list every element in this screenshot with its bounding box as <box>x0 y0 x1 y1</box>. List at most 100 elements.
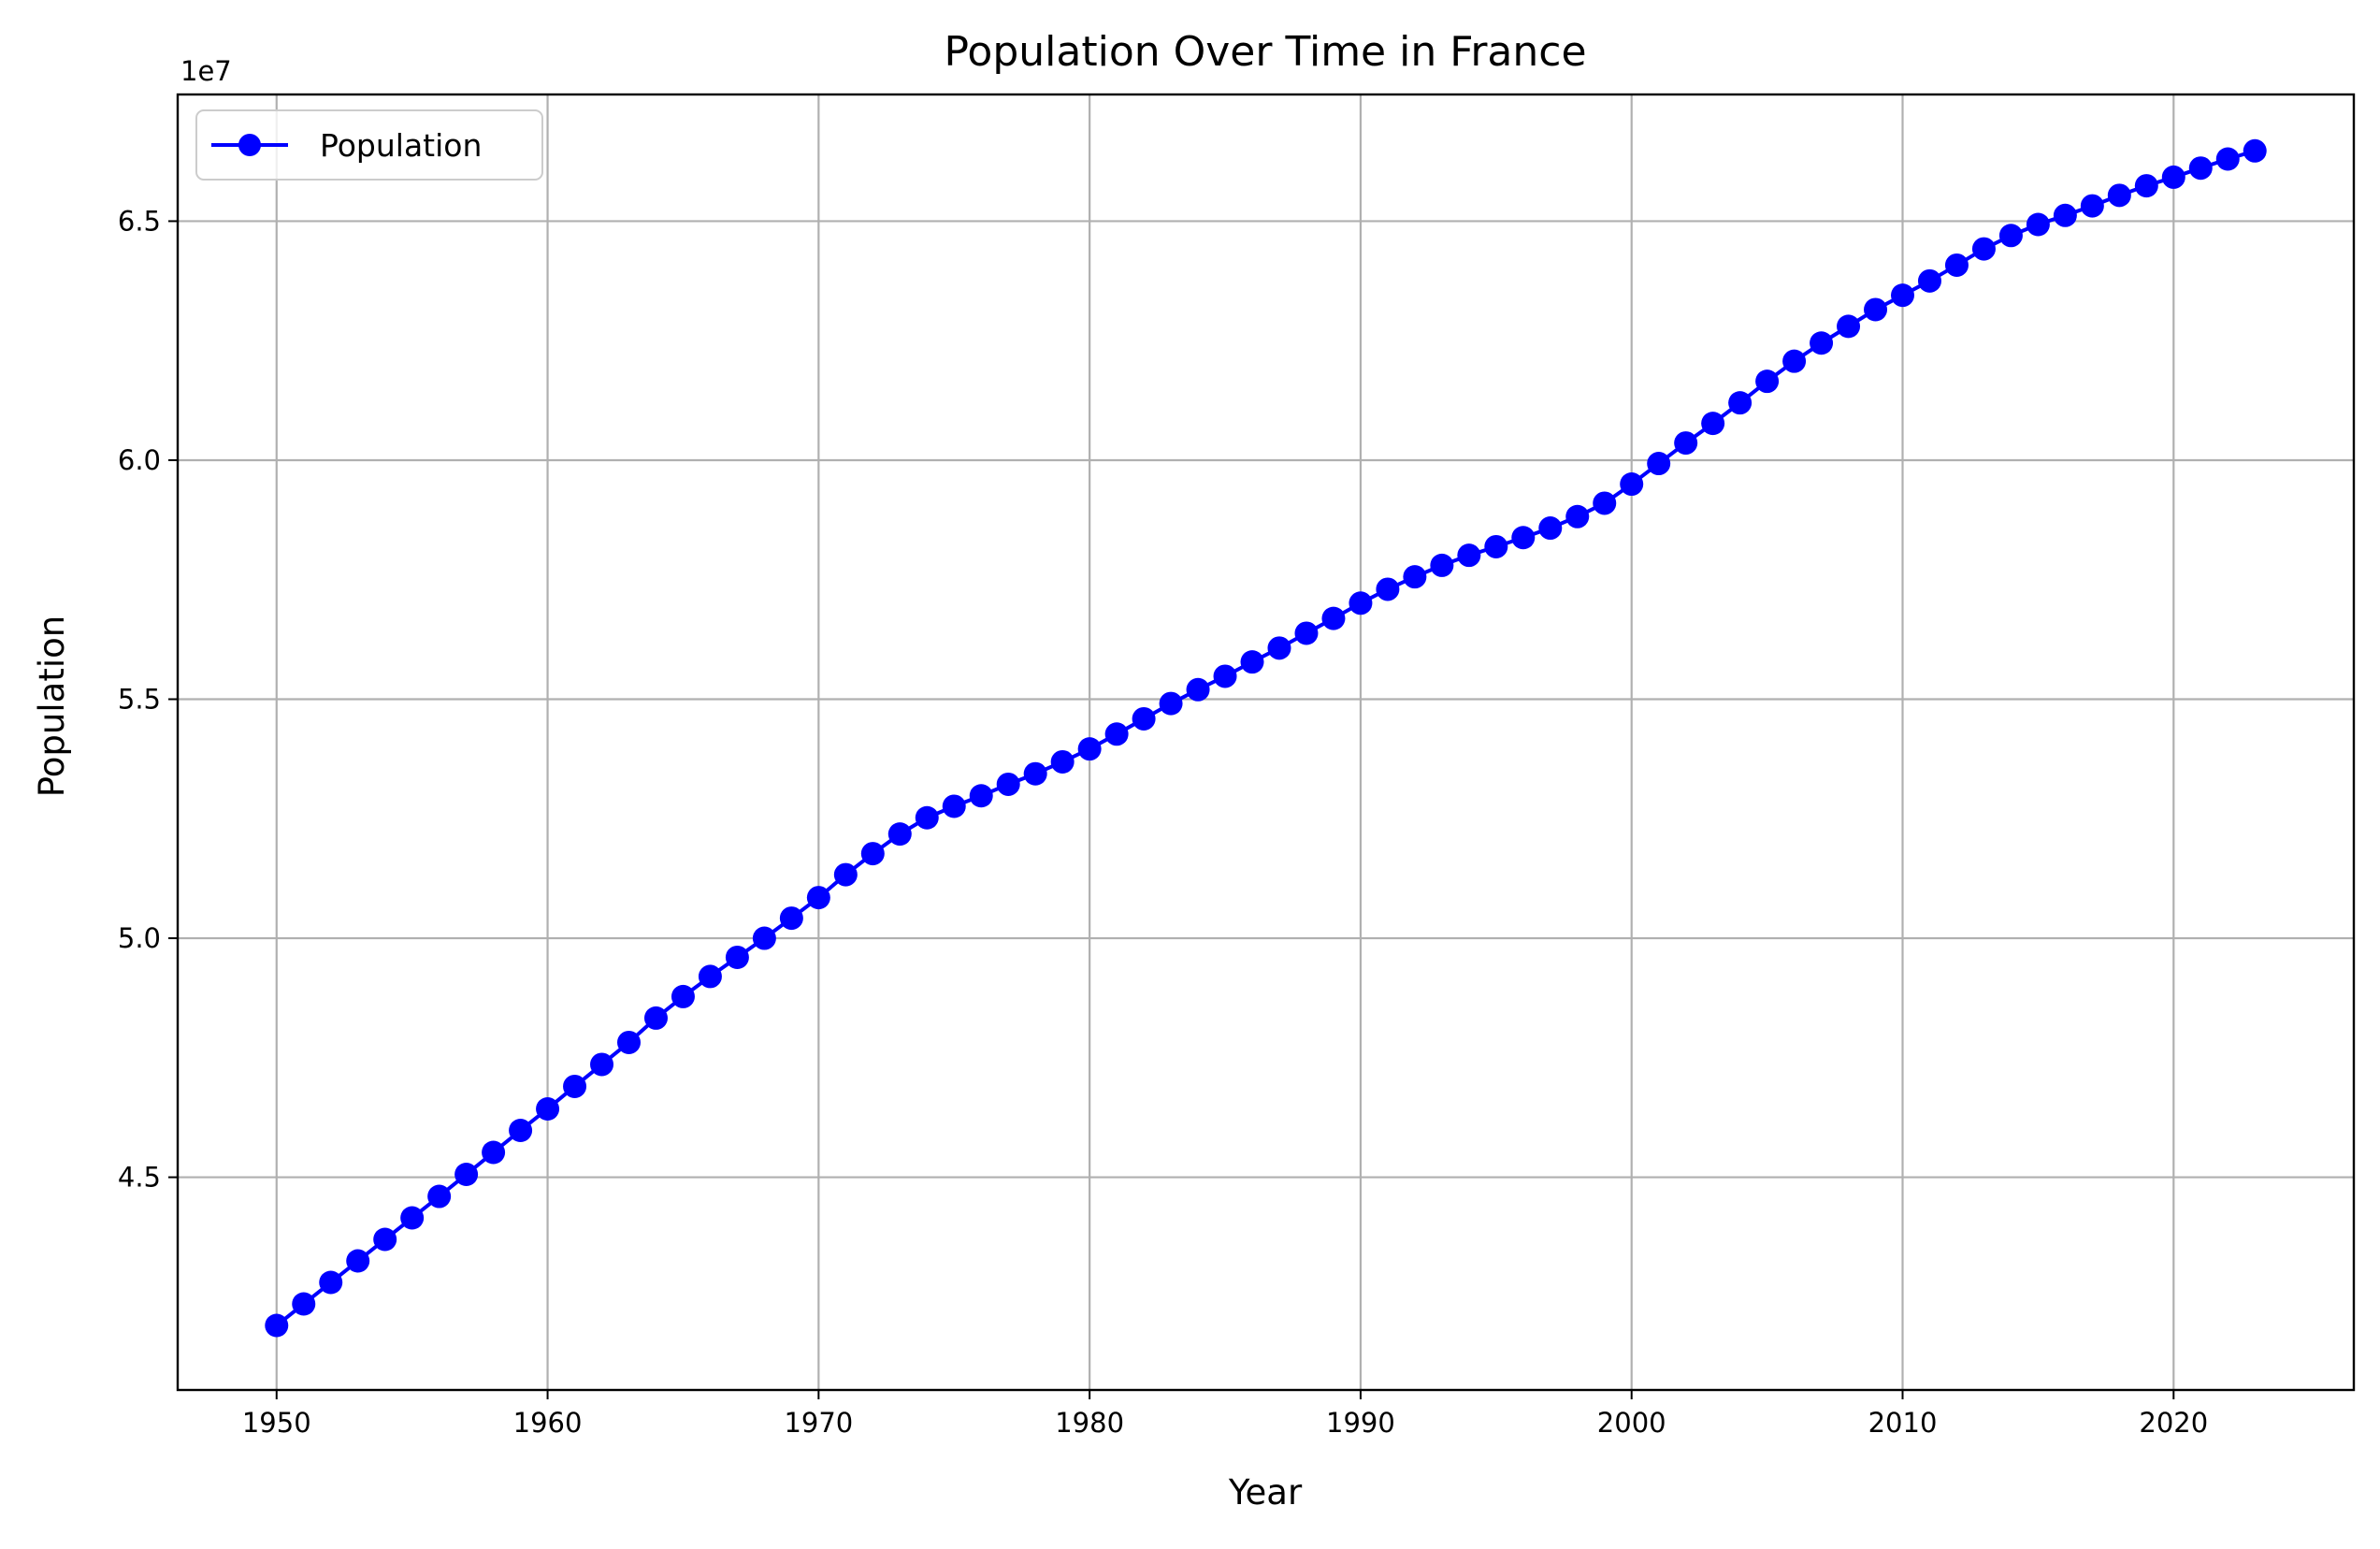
y-axis-ticks: 4.5 5.0 5.5 6.0 6.5 <box>118 205 178 1194</box>
data-point <box>1267 636 1291 660</box>
data-point <box>1674 431 1698 456</box>
data-point <box>617 1030 641 1054</box>
data-point <box>1728 391 1753 415</box>
data-point <box>1294 621 1319 645</box>
data-point <box>400 1206 425 1230</box>
data-point <box>942 794 966 818</box>
data-point <box>643 1006 668 1030</box>
data-point <box>1864 297 1888 322</box>
data-point <box>1755 369 1780 394</box>
data-point <box>1647 452 1671 476</box>
data-point <box>509 1118 533 1142</box>
data-point <box>1050 749 1075 774</box>
x-tick-label: 2020 <box>2139 1407 2208 1439</box>
plot-frame <box>176 93 2356 1392</box>
y-tick-label: 4.5 <box>118 1162 161 1194</box>
x-tick-label: 1960 <box>513 1407 583 1439</box>
data-point <box>752 926 776 950</box>
data-point <box>2161 165 2185 189</box>
data-point <box>1132 706 1156 731</box>
data-point <box>1565 504 1590 528</box>
y-tick-label: 6.0 <box>118 444 161 476</box>
x-tick-label: 1970 <box>784 1407 853 1439</box>
data-point <box>1998 224 2023 248</box>
data-point <box>1186 677 1210 702</box>
data-point <box>2243 138 2267 163</box>
data-point <box>563 1074 587 1098</box>
data-point <box>427 1184 452 1209</box>
data-point <box>2215 147 2240 171</box>
data-point <box>1077 737 1102 761</box>
data-point <box>915 805 939 830</box>
data-point <box>1403 565 1427 589</box>
legend: Population <box>195 109 543 181</box>
data-point <box>1240 650 1264 674</box>
data-point <box>698 964 722 989</box>
y-tick-label: 5.0 <box>118 922 161 954</box>
data-point <box>2188 156 2213 181</box>
data-point <box>1810 331 1834 355</box>
data-point <box>2053 203 2077 227</box>
data-point <box>806 886 830 910</box>
data-point <box>2026 212 2050 237</box>
data-point <box>590 1052 614 1077</box>
data-point <box>1159 691 1183 716</box>
data-point <box>265 1313 289 1338</box>
x-axis-label: Year <box>1228 1472 1303 1513</box>
data-point <box>2107 183 2131 208</box>
data-point <box>1837 314 1861 339</box>
data-point <box>482 1140 506 1165</box>
series-layer <box>265 138 2267 1338</box>
x-tick-label: 1950 <box>242 1407 311 1439</box>
x-tick-label: 2000 <box>1597 1407 1666 1439</box>
grid-lines <box>178 94 2354 1390</box>
data-point <box>1971 237 1996 261</box>
data-point <box>454 1163 479 1187</box>
x-tick-label: 1990 <box>1326 1407 1395 1439</box>
data-point <box>1321 606 1346 630</box>
data-point <box>1891 283 1914 308</box>
data-point <box>1538 516 1563 541</box>
data-point <box>1457 543 1481 568</box>
data-point <box>1620 472 1644 497</box>
x-tick-label: 1980 <box>1055 1407 1124 1439</box>
data-point <box>346 1249 370 1273</box>
data-point <box>1376 577 1400 601</box>
data-point <box>671 984 695 1008</box>
chart-title: Population Over Time in France <box>944 28 1586 76</box>
data-point <box>1430 553 1454 577</box>
data-point <box>725 945 749 969</box>
data-point <box>969 784 993 808</box>
data-point <box>536 1096 560 1121</box>
data-point <box>1023 761 1047 786</box>
data-point <box>1782 349 1807 373</box>
data-point <box>833 862 858 887</box>
x-tick-label: 2010 <box>1868 1407 1938 1439</box>
x-axis-ticks: 1950 1960 1970 1980 1990 2000 2010 2020 <box>242 1390 2208 1439</box>
data-point <box>1944 253 1969 277</box>
data-point <box>1484 534 1508 558</box>
data-point <box>292 1292 316 1316</box>
y-tick-label: 6.5 <box>118 205 161 237</box>
data-point <box>1593 491 1617 515</box>
data-point <box>1213 664 1237 688</box>
data-point <box>1349 591 1373 615</box>
data-point <box>319 1270 343 1295</box>
data-point <box>1104 722 1129 746</box>
data-point <box>779 906 803 931</box>
data-point <box>2134 174 2158 198</box>
data-point <box>373 1227 397 1252</box>
data-point <box>1701 412 1725 436</box>
data-point <box>1917 268 1941 293</box>
y-axis-offset-label: 1e7 <box>180 55 232 87</box>
legend-label: Population <box>320 127 482 164</box>
data-point <box>887 822 912 847</box>
y-tick-label: 5.5 <box>118 684 161 716</box>
data-point <box>860 842 885 866</box>
legend-box <box>195 109 543 181</box>
data-point <box>2080 194 2104 218</box>
y-axis-label: Population <box>32 615 72 797</box>
data-point <box>996 772 1020 796</box>
data-point <box>1511 526 1536 550</box>
